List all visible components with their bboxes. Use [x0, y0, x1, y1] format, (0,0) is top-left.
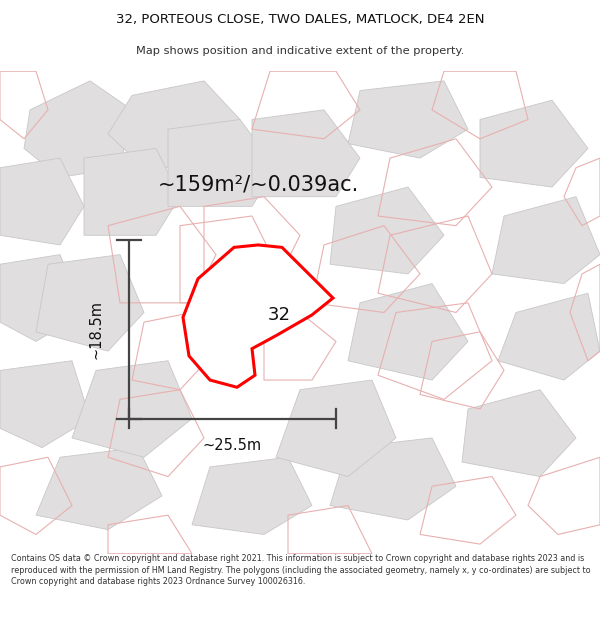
- Polygon shape: [462, 390, 576, 476]
- Polygon shape: [0, 361, 90, 448]
- Text: ~159m²/~0.039ac.: ~159m²/~0.039ac.: [157, 174, 359, 194]
- Polygon shape: [498, 293, 600, 380]
- Polygon shape: [168, 119, 276, 206]
- Polygon shape: [0, 254, 84, 341]
- Polygon shape: [36, 448, 162, 529]
- Polygon shape: [84, 149, 180, 235]
- Polygon shape: [492, 197, 600, 284]
- Polygon shape: [183, 245, 333, 388]
- Polygon shape: [348, 284, 468, 380]
- Polygon shape: [72, 361, 192, 458]
- Text: ~25.5m: ~25.5m: [203, 438, 262, 452]
- Text: Contains OS data © Crown copyright and database right 2021. This information is : Contains OS data © Crown copyright and d…: [11, 554, 590, 586]
- Text: 32: 32: [268, 306, 290, 324]
- Polygon shape: [480, 100, 588, 187]
- Polygon shape: [0, 158, 84, 245]
- Polygon shape: [276, 380, 396, 476]
- Polygon shape: [192, 458, 312, 534]
- Polygon shape: [348, 81, 468, 158]
- Polygon shape: [330, 438, 456, 520]
- Polygon shape: [24, 81, 132, 178]
- Text: 32, PORTEOUS CLOSE, TWO DALES, MATLOCK, DE4 2EN: 32, PORTEOUS CLOSE, TWO DALES, MATLOCK, …: [116, 14, 484, 26]
- Polygon shape: [252, 110, 360, 197]
- Polygon shape: [330, 187, 444, 274]
- Text: ~18.5m: ~18.5m: [89, 300, 104, 359]
- Polygon shape: [36, 254, 144, 351]
- Text: Map shows position and indicative extent of the property.: Map shows position and indicative extent…: [136, 46, 464, 56]
- Polygon shape: [108, 81, 240, 168]
